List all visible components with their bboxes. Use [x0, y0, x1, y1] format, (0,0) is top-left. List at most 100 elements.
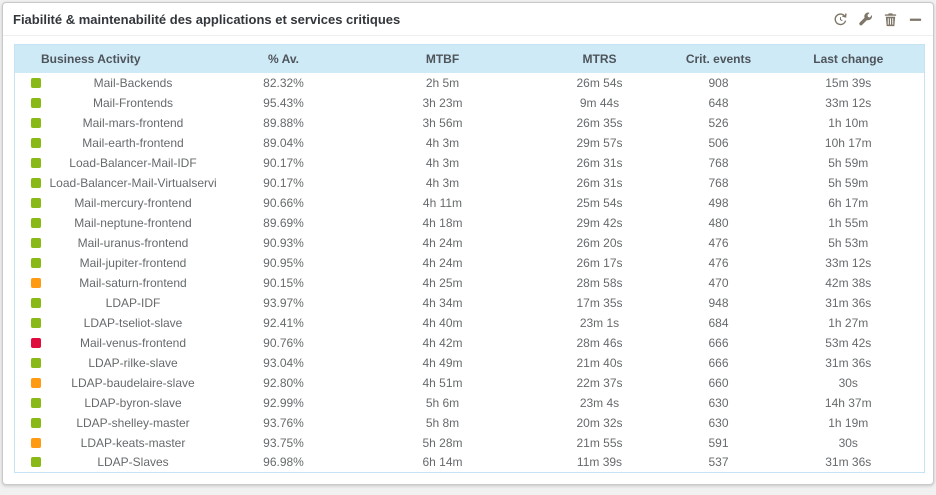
table-row[interactable]: LDAP-keats-master 93.75% 5h 28m 21m 55s … [15, 433, 925, 453]
table-row[interactable]: LDAP-shelley-master 93.76% 5h 8m 20m 32s… [15, 413, 925, 433]
mtbf-value: 4h 25m [422, 275, 463, 290]
last-change-value: 1h 27m [828, 315, 869, 330]
wrench-icon[interactable] [857, 11, 873, 27]
business-activity-name[interactable]: Mail-earth-frontend [82, 135, 184, 150]
business-activity-name[interactable]: LDAP-rilke-slave [88, 355, 178, 370]
table-row[interactable]: LDAP-IDF 93.97% 4h 34m 17m 35s 948 31m 3… [15, 293, 925, 313]
table-row[interactable]: Mail-mercury-frontend 90.66% 4h 11m 25m … [15, 193, 925, 213]
crit-events-value: 648 [708, 95, 729, 110]
crit-events-value: 666 [708, 355, 729, 370]
crit-events-value: 768 [708, 175, 729, 190]
table-row[interactable]: LDAP-tseliot-slave 92.41% 4h 40m 23m 1s … [15, 313, 925, 333]
table-row[interactable]: Mail-saturn-frontend 90.15% 4h 25m 28m 5… [15, 273, 925, 293]
status-square-icon [31, 197, 41, 208]
status-square-icon [31, 177, 41, 188]
minus-icon[interactable] [907, 11, 923, 27]
last-change-value: 30s [838, 375, 858, 390]
table-row[interactable]: Mail-earth-frontend 89.04% 4h 3m 29m 57s… [15, 133, 925, 153]
last-change-value: 31m 36s [825, 295, 872, 310]
table-row[interactable]: Mail-venus-frontend 90.76% 4h 42m 28m 46… [15, 333, 925, 353]
last-change-value: 31m 36s [825, 455, 872, 470]
table-row[interactable]: Mail-Backends 82.32% 2h 5m 26m 54s 908 1… [15, 73, 925, 93]
status-square-icon [31, 137, 41, 148]
status-cell [15, 313, 47, 333]
column-header-crit-events[interactable]: Crit. events [664, 44, 773, 73]
mtbf-value: 2h 5m [425, 75, 460, 90]
column-header-last-change[interactable]: Last change [772, 44, 925, 73]
ba-table: Business Activity % Av. MTBF MTRS Crit. … [14, 44, 925, 473]
status-cell [15, 453, 47, 473]
table-row[interactable]: LDAP-Slaves 96.98% 6h 14m 11m 39s 537 31… [15, 453, 925, 473]
status-square-icon [31, 257, 41, 268]
table-row[interactable]: Mail-Frontends 95.43% 3h 23m 9m 44s 648 … [15, 93, 925, 113]
business-activity-name[interactable]: LDAP-tseliot-slave [83, 315, 183, 330]
business-activity-name[interactable]: Mail-mars-frontend [82, 115, 184, 130]
mtrs-value: 21m 55s [576, 435, 623, 450]
crit-events-value: 908 [708, 75, 729, 90]
availability-value: 90.15% [263, 275, 304, 290]
column-header-mtrs[interactable]: MTRS [534, 44, 665, 73]
mtbf-value: 4h 34m [422, 295, 463, 310]
table-row[interactable]: Mail-neptune-frontend 89.69% 4h 18m 29m … [15, 213, 925, 233]
mtrs-value: 20m 32s [576, 415, 623, 430]
status-square-icon [31, 77, 41, 88]
availability-value: 89.69% [263, 215, 304, 230]
mtbf-value: 3h 56m [422, 115, 463, 130]
business-activity-name[interactable]: Mail-venus-frontend [79, 335, 187, 350]
business-activity-name[interactable]: Mail-Frontends [92, 95, 174, 110]
mtbf-value: 4h 24m [422, 255, 463, 270]
mtbf-value: 4h 11m [422, 195, 463, 210]
table-row[interactable]: LDAP-baudelaire-slave 92.80% 4h 51m 22m … [15, 373, 925, 393]
mtbf-value: 4h 3m [425, 135, 460, 150]
crit-events-value: 768 [708, 155, 729, 170]
column-header-business-activity[interactable]: Business Activity [14, 44, 217, 73]
table-row[interactable]: LDAP-rilke-slave 93.04% 4h 49m 21m 40s 6… [15, 353, 925, 373]
business-activity-name[interactable]: Mail-uranus-frontend [77, 235, 189, 250]
business-activity-name[interactable]: Mail-Backends [93, 75, 173, 90]
business-activity-name[interactable]: Load-Balancer-Mail-IDF [69, 155, 197, 170]
refresh-clock-icon[interactable] [832, 11, 848, 27]
business-activity-name[interactable]: LDAP-IDF [105, 295, 161, 310]
mtrs-value: 26m 20s [576, 235, 623, 250]
last-change-value: 33m 12s [825, 95, 872, 110]
mtrs-value: 21m 40s [576, 355, 623, 370]
business-activity-name[interactable]: Mail-jupiter-frontend [79, 255, 187, 270]
availability-value: 93.04% [263, 355, 304, 370]
crit-events-value: 498 [708, 195, 729, 210]
column-header-availability[interactable]: % Av. [216, 44, 351, 73]
table-row[interactable]: LDAP-byron-slave 92.99% 5h 6m 23m 4s 630… [15, 393, 925, 413]
availability-value: 95.43% [263, 95, 304, 110]
business-activity-name[interactable]: Mail-saturn-frontend [79, 275, 187, 290]
crit-events-value: 537 [708, 455, 729, 470]
table-row[interactable]: Mail-uranus-frontend 90.93% 4h 24m 26m 2… [15, 233, 925, 253]
last-change-value: 53m 42s [825, 335, 872, 350]
business-activity-name[interactable]: Mail-mercury-frontend [74, 195, 192, 210]
availability-value: 90.17% [263, 155, 304, 170]
mtrs-value: 26m 17s [576, 255, 623, 270]
column-header-mtbf[interactable]: MTBF [350, 44, 535, 73]
status-square-icon [31, 217, 41, 228]
table-row[interactable]: Load-Balancer-Mail-IDF 90.17% 4h 3m 26m … [15, 153, 925, 173]
business-activity-name[interactable]: LDAP-Slaves [97, 455, 169, 470]
trash-icon[interactable] [882, 11, 898, 27]
crit-events-value: 666 [708, 335, 729, 350]
table-row[interactable]: Mail-jupiter-frontend 90.95% 4h 24m 26m … [15, 253, 925, 273]
crit-events-value: 591 [708, 435, 729, 450]
status-square-icon [31, 377, 41, 388]
mtrs-value: 29m 57s [576, 135, 623, 150]
business-activity-name[interactable]: Load-Balancer-Mail-Virtualservice [49, 175, 217, 190]
status-cell [15, 153, 47, 173]
business-activity-name[interactable]: LDAP-shelley-master [76, 415, 190, 430]
crit-events-value: 480 [708, 215, 729, 230]
business-activity-name[interactable]: Mail-neptune-frontend [74, 215, 192, 230]
business-activity-name[interactable]: LDAP-byron-slave [84, 395, 182, 410]
status-square-icon [31, 317, 41, 328]
mtrs-value: 23m 4s [579, 395, 620, 410]
availability-value: 89.88% [263, 115, 304, 130]
status-cell [15, 193, 47, 213]
table-row[interactable]: Load-Balancer-Mail-Virtualservice 90.17%… [15, 173, 925, 193]
business-activity-name[interactable]: LDAP-keats-master [80, 435, 186, 450]
table-row[interactable]: Mail-mars-frontend 89.88% 3h 56m 26m 35s… [15, 113, 925, 133]
business-activity-name[interactable]: LDAP-baudelaire-slave [71, 375, 195, 390]
availability-value: 92.41% [263, 315, 304, 330]
